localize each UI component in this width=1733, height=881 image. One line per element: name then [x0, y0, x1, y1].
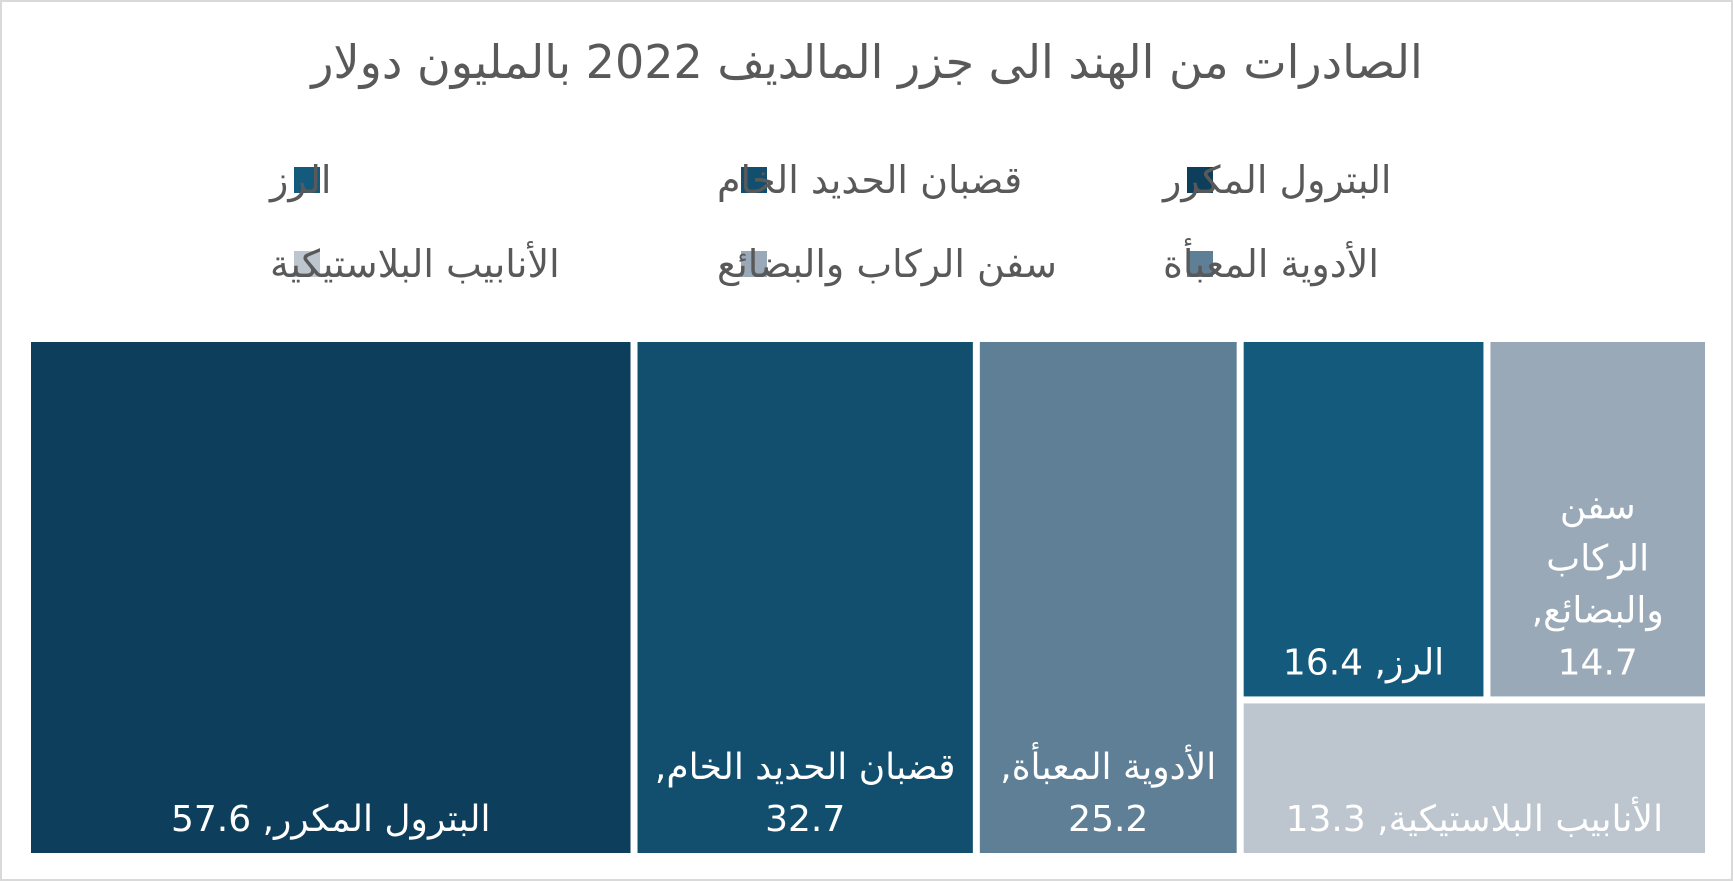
treemap-cells: البترول المكرر, 57.6 قضبان الحديد الخام, 3… [31, 342, 1705, 853]
treemap-cell [1243, 703, 1705, 853]
legend-swatch [741, 251, 767, 277]
cell-data-label: الأنابيب البلاستيكية, 13.3 [1286, 796, 1664, 840]
treemap-cell [979, 342, 1237, 853]
treemap-cell [31, 342, 631, 853]
legend: البترول المكرر قضبان الحديد الخام الرز الأد… [268, 158, 1391, 287]
legend-swatch [1187, 251, 1213, 277]
treemap-cell [637, 342, 973, 853]
cell-data-label: قضبان الحديد الخام, 32.7 [655, 747, 956, 840]
legend-label: الرز [268, 158, 331, 203]
legend-swatch [1187, 167, 1213, 193]
cell-data-label: البترول المكرر, 57.6 [171, 799, 491, 840]
legend-label: الأنابيب البلاستيكية [270, 240, 560, 286]
legend-label: الأدوية المعبأة [1163, 238, 1379, 287]
chart-title: الصادرات من الهند الى جزر المالديف 2022 … [309, 35, 1423, 90]
legend-swatch [741, 167, 767, 193]
legend-label: سفن الركاب والبضائع [717, 242, 1057, 287]
cell-data-label: الرز, 16.4 [1283, 642, 1444, 683]
legend-label: قضبان الحديد الخام [717, 158, 1022, 202]
cell-data-label: الأدوية المعبأة, 25.2 [1000, 742, 1216, 840]
legend-swatch [294, 251, 320, 277]
treemap-cell [1490, 342, 1705, 697]
legend-label: البترول المكرر [1161, 158, 1391, 203]
legend-swatch [294, 167, 320, 193]
cell-data-label: سفن الركاب والبضائع, 14.7 [1532, 486, 1664, 683]
treemap-cell [1243, 342, 1484, 697]
